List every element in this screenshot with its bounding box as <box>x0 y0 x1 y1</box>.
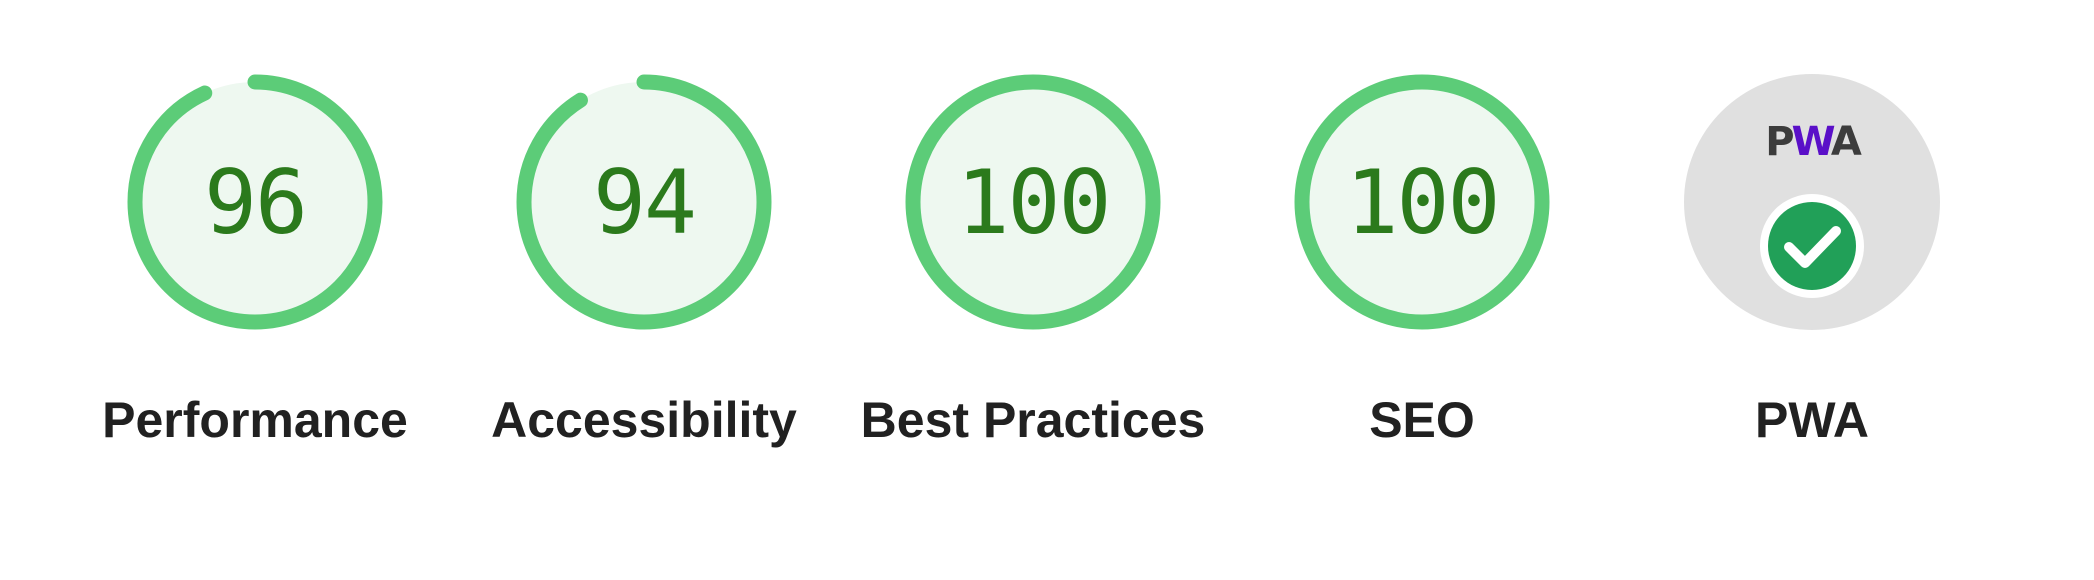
pwa-logo-p: P <box>1765 119 1794 165</box>
seo-score-ring <box>1294 74 1550 330</box>
pwa-logo: PWA <box>1622 118 2002 166</box>
accessibility-ring-fill <box>524 82 764 322</box>
pwa-badge-circle <box>1684 74 1940 330</box>
pwa-gauge[interactable]: PWA PWA <box>1622 0 2002 580</box>
seo-score: 100 <box>1345 151 1501 254</box>
best-practices-ring-arc <box>905 74 1161 330</box>
accessibility-score-ring <box>516 74 772 330</box>
accessibility-gauge[interactable]: 94 Accessibility <box>454 0 834 580</box>
checkmark-icon <box>1760 194 1864 298</box>
pwa-logo-w: W <box>1791 119 1834 165</box>
best-practices-gauge[interactable]: 100 Best Practices <box>843 0 1223 580</box>
best-practices-ring-fill <box>913 82 1153 322</box>
performance-ring-arc <box>127 74 383 330</box>
performance-score: 96 <box>204 151 308 254</box>
pwa-logo-a: A <box>1830 119 1862 165</box>
best-practices-score-ring <box>905 74 1161 330</box>
accessibility-score: 94 <box>593 151 697 254</box>
best-practices-score: 100 <box>956 151 1112 254</box>
performance-ring-fill <box>135 82 375 322</box>
performance-label: Performance <box>102 392 408 448</box>
accessibility-ring-arc <box>516 74 772 330</box>
seo-ring-fill <box>1302 82 1542 322</box>
seo-label: SEO <box>1369 392 1475 448</box>
performance-score-ring <box>127 74 383 330</box>
best-practices-label: Best Practices <box>860 392 1206 448</box>
seo-gauge[interactable]: 100 SEO <box>1232 0 1612 580</box>
seo-ring-arc <box>1294 74 1550 330</box>
performance-gauge[interactable]: 96 Performance <box>65 0 445 580</box>
accessibility-label: Accessibility <box>491 392 797 448</box>
pwa-label: PWA <box>1755 392 1869 448</box>
